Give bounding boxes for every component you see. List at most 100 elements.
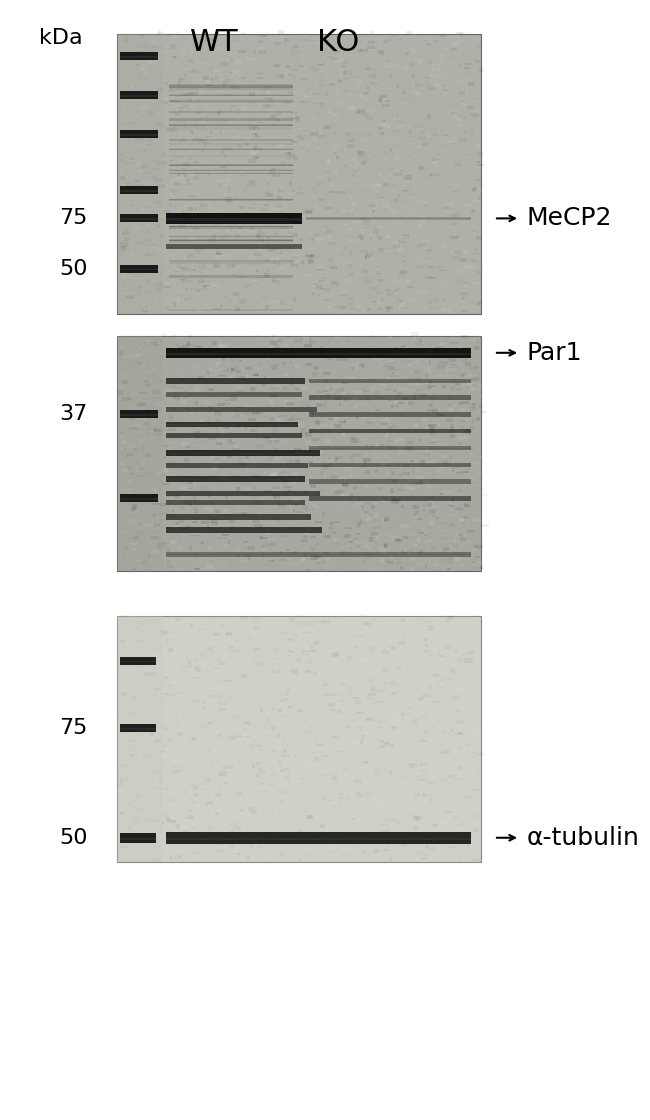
Bar <box>412 245 416 249</box>
Bar <box>385 351 388 354</box>
Bar <box>205 618 211 620</box>
Bar <box>396 85 400 88</box>
Bar <box>439 778 447 783</box>
Bar <box>190 351 192 354</box>
Bar <box>284 486 292 488</box>
Bar <box>231 368 235 372</box>
Bar <box>370 208 378 211</box>
Bar <box>332 459 335 461</box>
Bar <box>430 841 439 843</box>
Bar <box>421 131 425 134</box>
Bar <box>177 199 183 203</box>
Bar <box>361 512 370 516</box>
Bar <box>315 407 317 410</box>
Bar <box>224 700 227 704</box>
Bar <box>421 655 428 656</box>
Text: kDa: kDa <box>39 28 83 48</box>
Bar <box>342 432 346 436</box>
Bar <box>216 171 224 172</box>
Bar <box>151 558 159 560</box>
Bar <box>397 194 401 197</box>
Bar <box>242 83 248 86</box>
Bar <box>186 529 188 530</box>
Bar <box>422 240 429 242</box>
Bar <box>283 195 286 197</box>
Bar <box>181 442 190 446</box>
Bar <box>421 703 426 707</box>
Bar <box>460 495 462 497</box>
Bar <box>341 65 345 68</box>
Bar <box>292 134 296 136</box>
Bar <box>124 114 131 119</box>
Bar <box>314 455 322 456</box>
Bar <box>447 846 456 848</box>
Bar <box>174 155 181 159</box>
Bar <box>480 633 485 637</box>
Bar <box>283 386 289 390</box>
Bar <box>166 289 168 291</box>
Bar <box>269 400 274 404</box>
Bar <box>326 458 332 461</box>
Bar <box>442 717 447 718</box>
Bar <box>406 519 414 521</box>
Bar <box>227 120 233 123</box>
Bar <box>218 99 220 102</box>
Bar <box>180 279 183 281</box>
Bar <box>141 184 145 185</box>
Bar <box>288 361 293 363</box>
Bar <box>439 840 445 841</box>
Bar <box>172 385 176 388</box>
Bar <box>433 506 439 507</box>
Bar <box>242 102 249 106</box>
Bar <box>411 49 417 54</box>
Bar <box>461 452 463 456</box>
Bar <box>473 646 477 651</box>
Bar <box>248 81 253 83</box>
Bar <box>414 796 417 800</box>
Bar <box>456 797 460 801</box>
Bar <box>470 386 475 391</box>
Bar <box>346 539 349 541</box>
Bar <box>277 693 285 696</box>
Bar <box>155 344 161 346</box>
Bar <box>285 405 293 407</box>
Bar <box>207 206 212 211</box>
Bar <box>214 618 217 619</box>
Bar <box>391 367 395 371</box>
Bar <box>218 435 223 437</box>
Bar <box>396 690 398 691</box>
Bar <box>237 370 245 372</box>
Bar <box>225 635 228 638</box>
Bar <box>454 778 462 781</box>
Bar <box>400 270 407 274</box>
Bar <box>165 306 170 310</box>
Bar <box>447 615 452 618</box>
Bar <box>213 392 220 394</box>
Bar <box>163 827 170 829</box>
Bar <box>276 352 283 353</box>
Bar <box>120 97 127 100</box>
Bar <box>170 506 177 508</box>
Bar <box>285 268 291 271</box>
Bar <box>273 440 281 442</box>
Bar <box>419 480 425 482</box>
Bar <box>155 112 161 113</box>
Bar <box>162 282 170 284</box>
Bar <box>462 821 467 823</box>
Bar <box>423 383 428 384</box>
Bar <box>136 567 142 570</box>
Bar <box>129 83 133 87</box>
Bar <box>130 411 134 416</box>
Bar <box>127 561 133 563</box>
Bar <box>126 520 133 523</box>
Bar <box>188 214 190 216</box>
Bar <box>135 80 138 83</box>
Bar <box>473 642 476 646</box>
Bar <box>196 105 203 108</box>
Bar <box>227 401 232 402</box>
Bar <box>166 213 302 224</box>
Bar <box>154 711 157 712</box>
Bar <box>408 483 415 485</box>
Bar <box>121 184 127 186</box>
Bar <box>306 211 307 213</box>
